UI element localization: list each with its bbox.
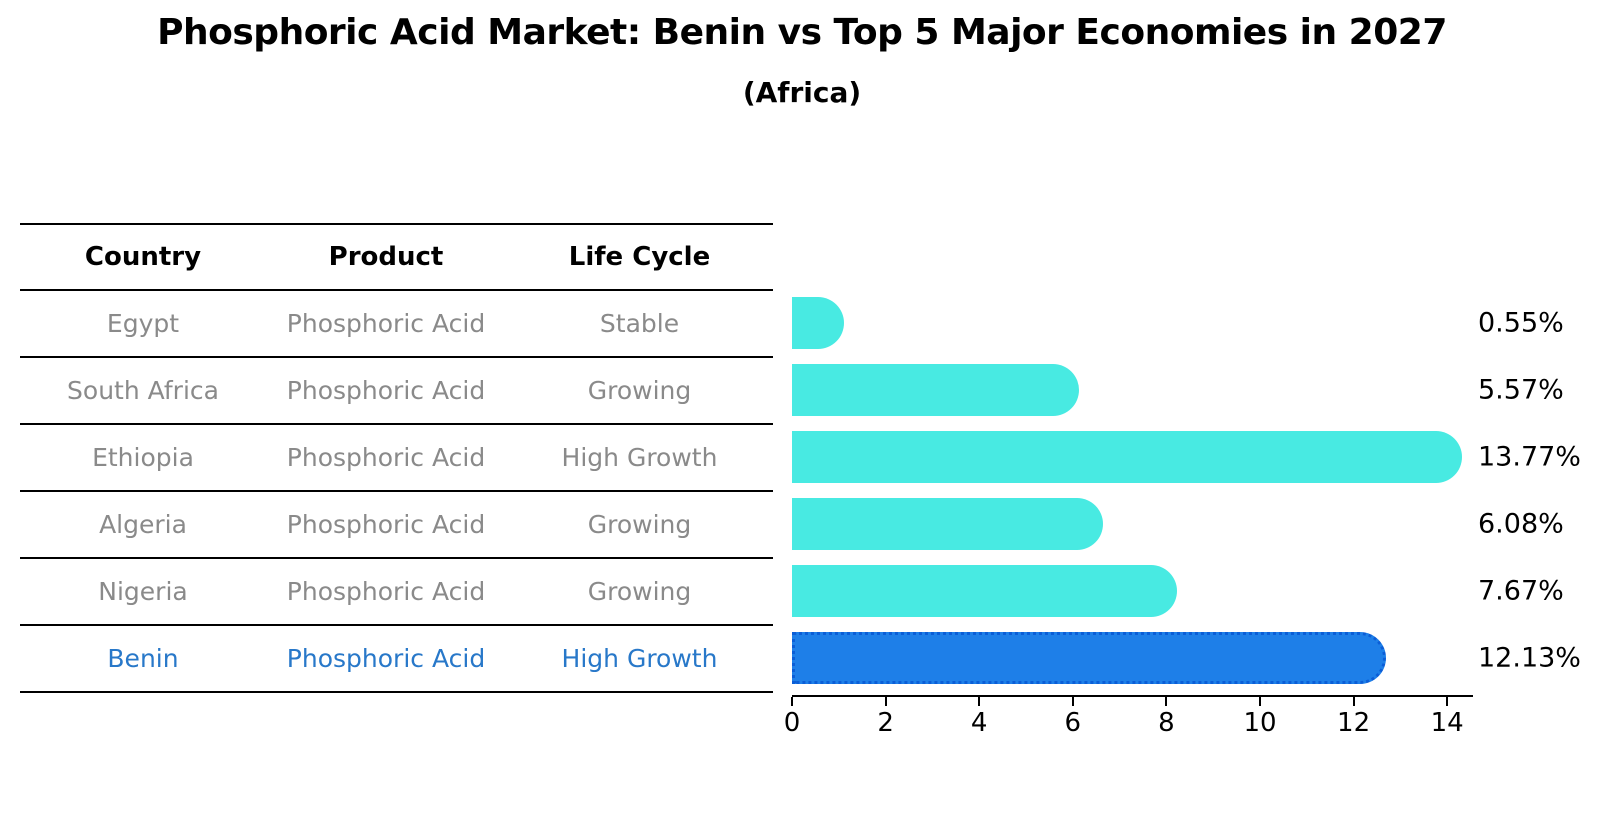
cell-life-cycle: High Growth bbox=[561, 644, 718, 673]
value-label-ethiopia: 13.77% bbox=[1478, 441, 1581, 472]
x-tick-0 bbox=[791, 697, 793, 706]
cell-life-cycle: Growing bbox=[587, 510, 692, 539]
bar-south-africa bbox=[792, 363, 1079, 416]
cell-life-cycle: High Growth bbox=[561, 443, 718, 472]
value-label-egypt: 0.55% bbox=[1478, 307, 1564, 338]
value-label-south-africa: 5.57% bbox=[1478, 374, 1564, 405]
cell-product: Phosphoric Acid bbox=[286, 510, 486, 539]
x-tick-label-10: 10 bbox=[1243, 708, 1277, 738]
cell-country: Ethiopia bbox=[92, 443, 194, 472]
x-tick-6 bbox=[1071, 697, 1074, 706]
cell-product: Phosphoric Acid bbox=[286, 309, 486, 338]
x-tick-label-0: 0 bbox=[783, 708, 801, 738]
x-tick-4 bbox=[978, 697, 981, 706]
x-tick-14 bbox=[1446, 697, 1449, 706]
table-row-algeria: Algeria Phosphoric Acid Growing bbox=[20, 492, 773, 559]
x-tick-label-8: 8 bbox=[1158, 708, 1175, 738]
cell-country: Egypt bbox=[106, 309, 180, 338]
bar-nigeria bbox=[792, 564, 1177, 617]
x-tick-label-2: 2 bbox=[877, 708, 894, 738]
cell-country: Nigeria bbox=[98, 577, 188, 606]
table-row-egypt: Egypt Phosphoric Acid Stable bbox=[20, 291, 773, 358]
chart-title: Phosphoric Acid Market: Benin vs Top 5 M… bbox=[157, 12, 1447, 53]
cell-product: Phosphoric Acid bbox=[286, 376, 486, 405]
x-tick-label-4: 4 bbox=[970, 708, 988, 738]
cell-country: Benin bbox=[107, 644, 179, 673]
x-axis-line bbox=[792, 695, 1473, 697]
cell-life-cycle: Growing bbox=[587, 577, 692, 606]
column-header-country: Country bbox=[84, 242, 202, 272]
bar-algeria bbox=[792, 497, 1103, 550]
x-tick-label-12: 12 bbox=[1337, 708, 1371, 738]
country-table: Country Product Life Cycle Egypt Phosphor… bbox=[20, 223, 773, 693]
x-tick-label-6: 6 bbox=[1064, 708, 1082, 738]
table-body: Egypt Phosphoric Acid Stable South Africa Ph… bbox=[20, 291, 773, 693]
bar-ethiopia bbox=[792, 430, 1463, 483]
table-row-benin: Benin Phosphoric Acid High Growth bbox=[20, 626, 773, 693]
x-tick-12 bbox=[1352, 697, 1355, 706]
bar-egypt bbox=[792, 296, 844, 349]
cell-product: Phosphoric Acid bbox=[286, 443, 486, 472]
cell-product: Phosphoric Acid bbox=[286, 644, 486, 673]
x-tick-label-14: 14 bbox=[1430, 708, 1464, 738]
bar-benin bbox=[792, 631, 1386, 684]
cell-life-cycle: Growing bbox=[587, 376, 692, 405]
chart-subtitle: (Africa) bbox=[742, 76, 862, 109]
value-label-nigeria: 7.67% bbox=[1478, 575, 1564, 606]
cell-country: South Africa bbox=[67, 376, 219, 405]
table-row-nigeria: Nigeria Phosphoric Acid Growing bbox=[20, 559, 773, 626]
table-row-south-africa: South Africa Phosphoric Acid Growing bbox=[20, 358, 773, 425]
cell-life-cycle: Stable bbox=[599, 309, 680, 338]
cell-product: Phosphoric Acid bbox=[286, 577, 486, 606]
x-tick-2 bbox=[884, 697, 887, 706]
value-label-benin: 12.13% bbox=[1478, 642, 1581, 673]
table-header-row: Country Product Life Cycle bbox=[20, 223, 773, 291]
x-tick-8 bbox=[1165, 697, 1168, 706]
column-header-product: Product bbox=[328, 242, 444, 272]
table-row-ethiopia: Ethiopia Phosphoric Acid High Growth bbox=[20, 425, 773, 492]
column-header-life-cycle: Life Cycle bbox=[568, 242, 711, 272]
cell-country: Algeria bbox=[99, 510, 187, 539]
value-label-algeria: 6.08% bbox=[1478, 508, 1564, 539]
x-tick-10 bbox=[1259, 697, 1261, 706]
